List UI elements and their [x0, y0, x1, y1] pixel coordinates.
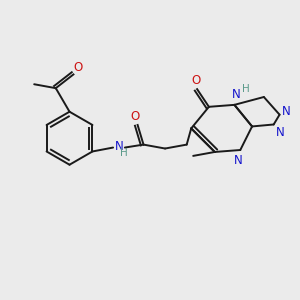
Text: O: O	[191, 74, 201, 87]
Text: N: N	[282, 105, 291, 118]
Text: N: N	[115, 140, 123, 153]
Text: N: N	[234, 154, 243, 167]
Text: H: H	[120, 148, 128, 158]
Text: O: O	[130, 110, 139, 123]
Text: N: N	[232, 88, 241, 100]
Text: H: H	[242, 84, 250, 94]
Text: O: O	[74, 61, 83, 74]
Text: N: N	[276, 126, 285, 139]
